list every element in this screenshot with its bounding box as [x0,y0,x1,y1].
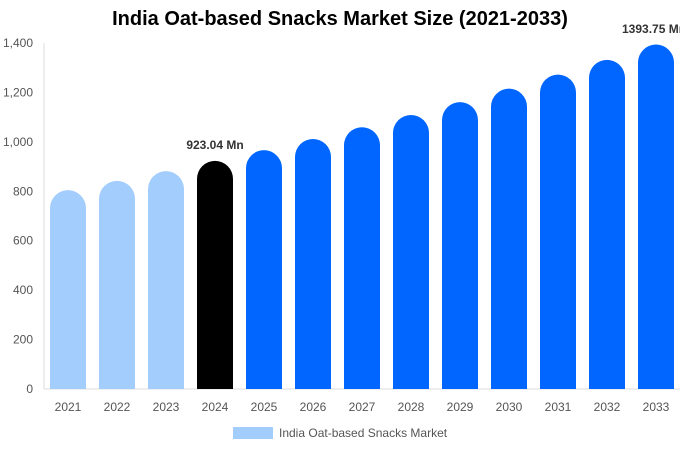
x-tick-label: 2032 [594,400,621,414]
y-tick-label: 1,000 [3,135,33,149]
x-tick-label: 2025 [251,400,278,414]
legend: India Oat-based Snacks Market [233,426,447,440]
bar-2032 [589,59,625,389]
bar-2029 [442,102,478,389]
chart-title: India Oat-based Snacks Market Size (2021… [112,8,568,30]
x-tick-label: 2021 [55,400,82,414]
legend-label: India Oat-based Snacks Market [279,426,448,440]
x-tick-label: 2022 [104,400,131,414]
legend-swatch [233,427,273,439]
x-tick-label: 2030 [496,400,523,414]
x-tick-label: 2026 [300,400,327,414]
bar-2026 [295,138,331,389]
x-tick-label: 2033 [643,400,670,414]
y-tick-label: 1,400 [3,36,33,50]
bar-2027 [344,127,380,390]
y-tick-label: 400 [13,283,33,297]
x-tick-label: 2028 [398,400,425,414]
bar-2023 [148,171,184,389]
y-tick-label: 1,200 [3,85,33,99]
bar-2030 [491,88,527,390]
y-tick-label: 600 [13,234,33,248]
x-tick-label: 2031 [545,400,572,414]
x-tick-label: 2024 [202,400,229,414]
bar-2021 [50,190,86,389]
y-tick-label: 0 [26,382,33,396]
bar-2022 [99,180,135,389]
bar-2033 [638,44,674,389]
x-tick-label: 2023 [153,400,180,414]
bar-2025 [246,150,282,389]
data-label-2024: 923.04 Mn [186,138,243,152]
x-tick-label: 2027 [349,400,376,414]
y-tick-label: 800 [13,184,33,198]
y-tick-label: 200 [13,333,33,347]
bar-2031 [540,74,576,390]
bar-2028 [393,114,429,389]
data-label-2033: 1393.75 Mn [622,22,680,36]
bar-2024 [197,160,233,389]
x-tick-label: 2029 [447,400,474,414]
